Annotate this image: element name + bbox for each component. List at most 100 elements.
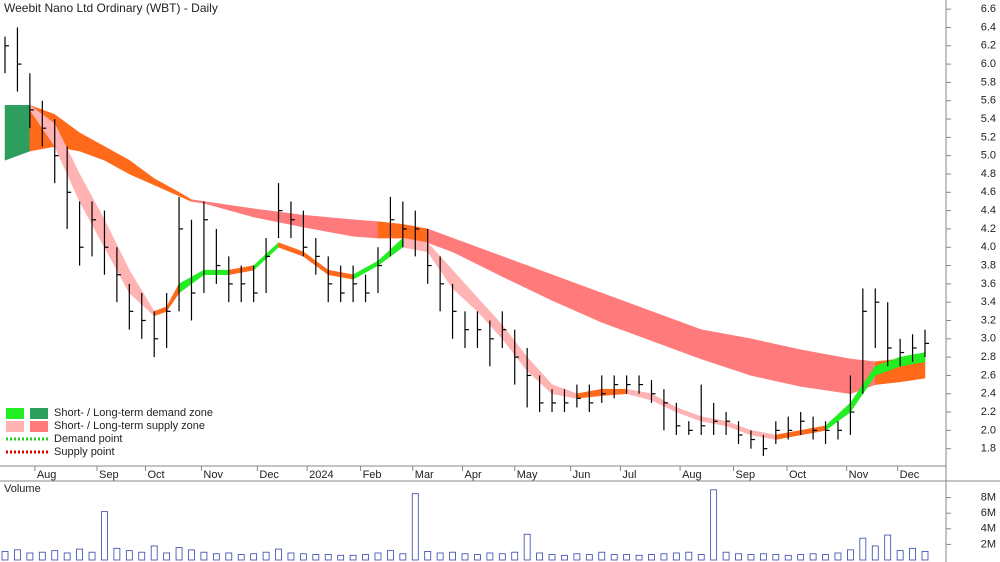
volume-bar — [461, 553, 469, 561]
volume-bar — [1, 551, 9, 561]
volume-bar — [834, 552, 842, 561]
volume-bar — [772, 554, 780, 561]
volume-bar — [374, 552, 382, 561]
zone-segment — [352, 219, 379, 239]
volume-tick-label: 8M — [981, 492, 996, 504]
volume-bar — [759, 553, 767, 561]
volume-bar — [822, 554, 829, 561]
x-tick-label: Dec — [900, 469, 920, 481]
volume-bar — [287, 552, 295, 561]
y-tick-label: 5.6 — [981, 95, 996, 107]
volume-bar — [697, 554, 705, 561]
legend-label: Supply point — [54, 446, 115, 458]
volume-bar — [337, 554, 345, 561]
volume-bar — [909, 547, 916, 561]
volume-bar — [14, 549, 21, 561]
x-tick-label: 2024 — [309, 469, 333, 481]
volume-bar — [548, 554, 556, 561]
volume-bar — [212, 553, 220, 561]
volume-bar — [648, 554, 655, 561]
volume-bar — [884, 534, 892, 561]
volume-bar — [324, 554, 332, 561]
y-tick-label: 6.6 — [981, 3, 996, 15]
volume-bar — [474, 554, 481, 561]
zone-segment — [4, 105, 31, 161]
chart-title: Weebit Nano Ltd Ordinary (WBT) - Daily — [4, 1, 218, 15]
volume-bar — [896, 550, 904, 561]
y-tick-label: 4.0 — [981, 241, 996, 253]
volume-bar — [275, 548, 282, 561]
volume-bar — [138, 551, 146, 561]
volume-bar — [722, 551, 730, 561]
y-tick-label: 6.4 — [981, 21, 996, 33]
x-tick-label: Oct — [789, 469, 806, 481]
volume-bar — [710, 489, 718, 561]
volume-bar — [349, 554, 357, 561]
x-tick-label: Sep — [99, 469, 119, 481]
volume-bar — [859, 537, 867, 561]
volume-bar — [797, 554, 805, 561]
volume-bar — [871, 545, 879, 561]
volume-bar — [573, 553, 581, 561]
volume-bar — [436, 552, 444, 561]
legend-swatch — [30, 408, 48, 419]
legend-swatch — [30, 421, 48, 432]
volume-tick-label: 6M — [981, 507, 996, 519]
volume-bar — [399, 553, 407, 561]
x-tick-label: Jul — [622, 469, 636, 481]
volume-bar — [411, 493, 419, 561]
x-tick-label: Jun — [573, 469, 591, 481]
y-tick-label: 5.0 — [981, 150, 996, 162]
y-tick-label: 1.8 — [981, 443, 996, 455]
y-tick-label: 2.2 — [981, 406, 996, 418]
volume-tick-label: 2M — [981, 538, 996, 550]
volume-bar — [747, 554, 755, 561]
x-tick-label: Feb — [363, 469, 382, 481]
y-tick-label: 2.8 — [981, 351, 996, 363]
volume-bar — [523, 533, 531, 561]
volume-bar — [610, 554, 618, 561]
y-tick-label: 3.4 — [981, 296, 996, 308]
y-tick-label: 2.0 — [981, 424, 996, 436]
volume-bar — [101, 511, 108, 561]
y-tick-label: 3.6 — [981, 278, 996, 290]
volume-bar — [113, 547, 121, 561]
volume-bar — [88, 551, 96, 561]
volume-bar — [921, 551, 929, 561]
volume-bar — [38, 551, 46, 561]
y-tick-label: 3.0 — [981, 333, 996, 345]
volume-bar — [809, 553, 817, 561]
x-tick-label: Nov — [849, 469, 869, 481]
volume-bar — [672, 552, 680, 561]
legend-swatch — [6, 408, 24, 419]
volume-bar — [660, 553, 668, 561]
legend-label: Short- / Long-term demand zone — [54, 407, 213, 419]
volume-bar — [847, 549, 854, 561]
volume-bar — [784, 554, 792, 561]
y-tick-label: 4.8 — [981, 168, 996, 180]
volume-bar — [585, 554, 593, 561]
volume-bar — [51, 550, 59, 561]
y-tick-label: 4.4 — [981, 205, 996, 217]
volume-bar — [635, 554, 643, 561]
y-tick-label: 5.4 — [981, 113, 996, 125]
y-tick-label: 4.6 — [981, 186, 996, 198]
volume-bar — [262, 551, 270, 561]
volume-bar — [188, 549, 195, 561]
volume-bar — [685, 551, 693, 561]
volume-bar — [424, 551, 432, 561]
y-tick-label: 3.8 — [981, 259, 996, 271]
volume-bar — [299, 553, 307, 561]
x-tick-label: Nov — [203, 469, 223, 481]
y-tick-label: 2.4 — [981, 388, 996, 400]
legend-label: Short- / Long-term supply zone — [54, 420, 205, 432]
y-tick-label: 4.2 — [981, 223, 996, 235]
volume-bar — [312, 554, 320, 561]
legend-swatch — [6, 421, 24, 432]
x-tick-label: Aug — [37, 469, 57, 481]
volume-bar — [250, 553, 258, 561]
volume-bar — [125, 550, 133, 561]
volume-bar — [735, 553, 742, 561]
